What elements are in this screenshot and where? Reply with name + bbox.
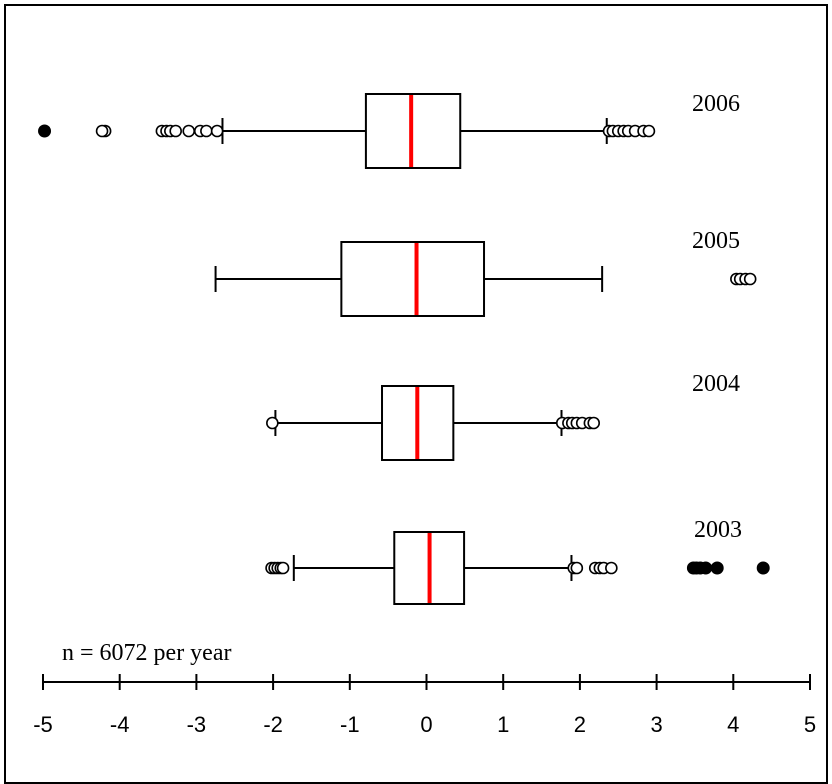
boxplot-2005: 2005 <box>214 228 757 317</box>
x-tick-label: -2 <box>263 712 283 737</box>
boxplot-2003: 2003 <box>265 517 770 605</box>
boxplot-2006: 2006 <box>38 91 740 169</box>
mild-outlier-point <box>642 124 656 138</box>
x-tick-label: 4 <box>727 712 739 737</box>
x-tick-label: 1 <box>497 712 509 737</box>
x-tick-label: 2 <box>574 712 586 737</box>
series-label: 2006 <box>692 91 740 117</box>
mild-outlier-point <box>266 416 279 430</box>
mild-outlier-point <box>210 124 224 138</box>
x-tick-label: 0 <box>420 712 432 737</box>
mild-outlier-point <box>95 124 109 138</box>
x-tick-label: -1 <box>340 712 360 737</box>
extreme-outlier-point <box>756 561 770 575</box>
mild-outlier-point <box>276 561 290 575</box>
x-axis: -5 -4 -3 -2 -1 0 1 2 3 4 5 <box>33 674 816 737</box>
boxplots: 2006 2005 2004 2003 <box>38 91 770 605</box>
mild-outlier-point <box>587 416 601 430</box>
x-tick-label: 5 <box>804 712 816 737</box>
mild-outlier-point <box>169 124 182 138</box>
mild-outlier-point <box>182 124 196 138</box>
mild-outlier-point <box>570 561 584 575</box>
sample-size-annotation: n = 6072 per year <box>62 640 231 666</box>
x-tick-label: -5 <box>33 712 53 737</box>
extreme-outlier-point <box>699 561 713 575</box>
boxplot-2004: 2004 <box>266 371 740 461</box>
x-tick-label: 3 <box>650 712 662 737</box>
iqr-box <box>340 241 486 317</box>
extreme-outlier-point <box>38 124 52 138</box>
mild-outlier-point <box>743 272 757 286</box>
mild-outlier-point <box>200 124 213 138</box>
mild-outlier-point <box>605 561 618 575</box>
x-tick-label: -3 <box>187 712 207 737</box>
x-tick-label: -4 <box>110 712 130 737</box>
extreme-outlier-point <box>710 561 724 575</box>
series-label: 2005 <box>692 228 740 254</box>
series-label: 2003 <box>694 517 742 543</box>
series-label: 2004 <box>692 371 740 397</box>
